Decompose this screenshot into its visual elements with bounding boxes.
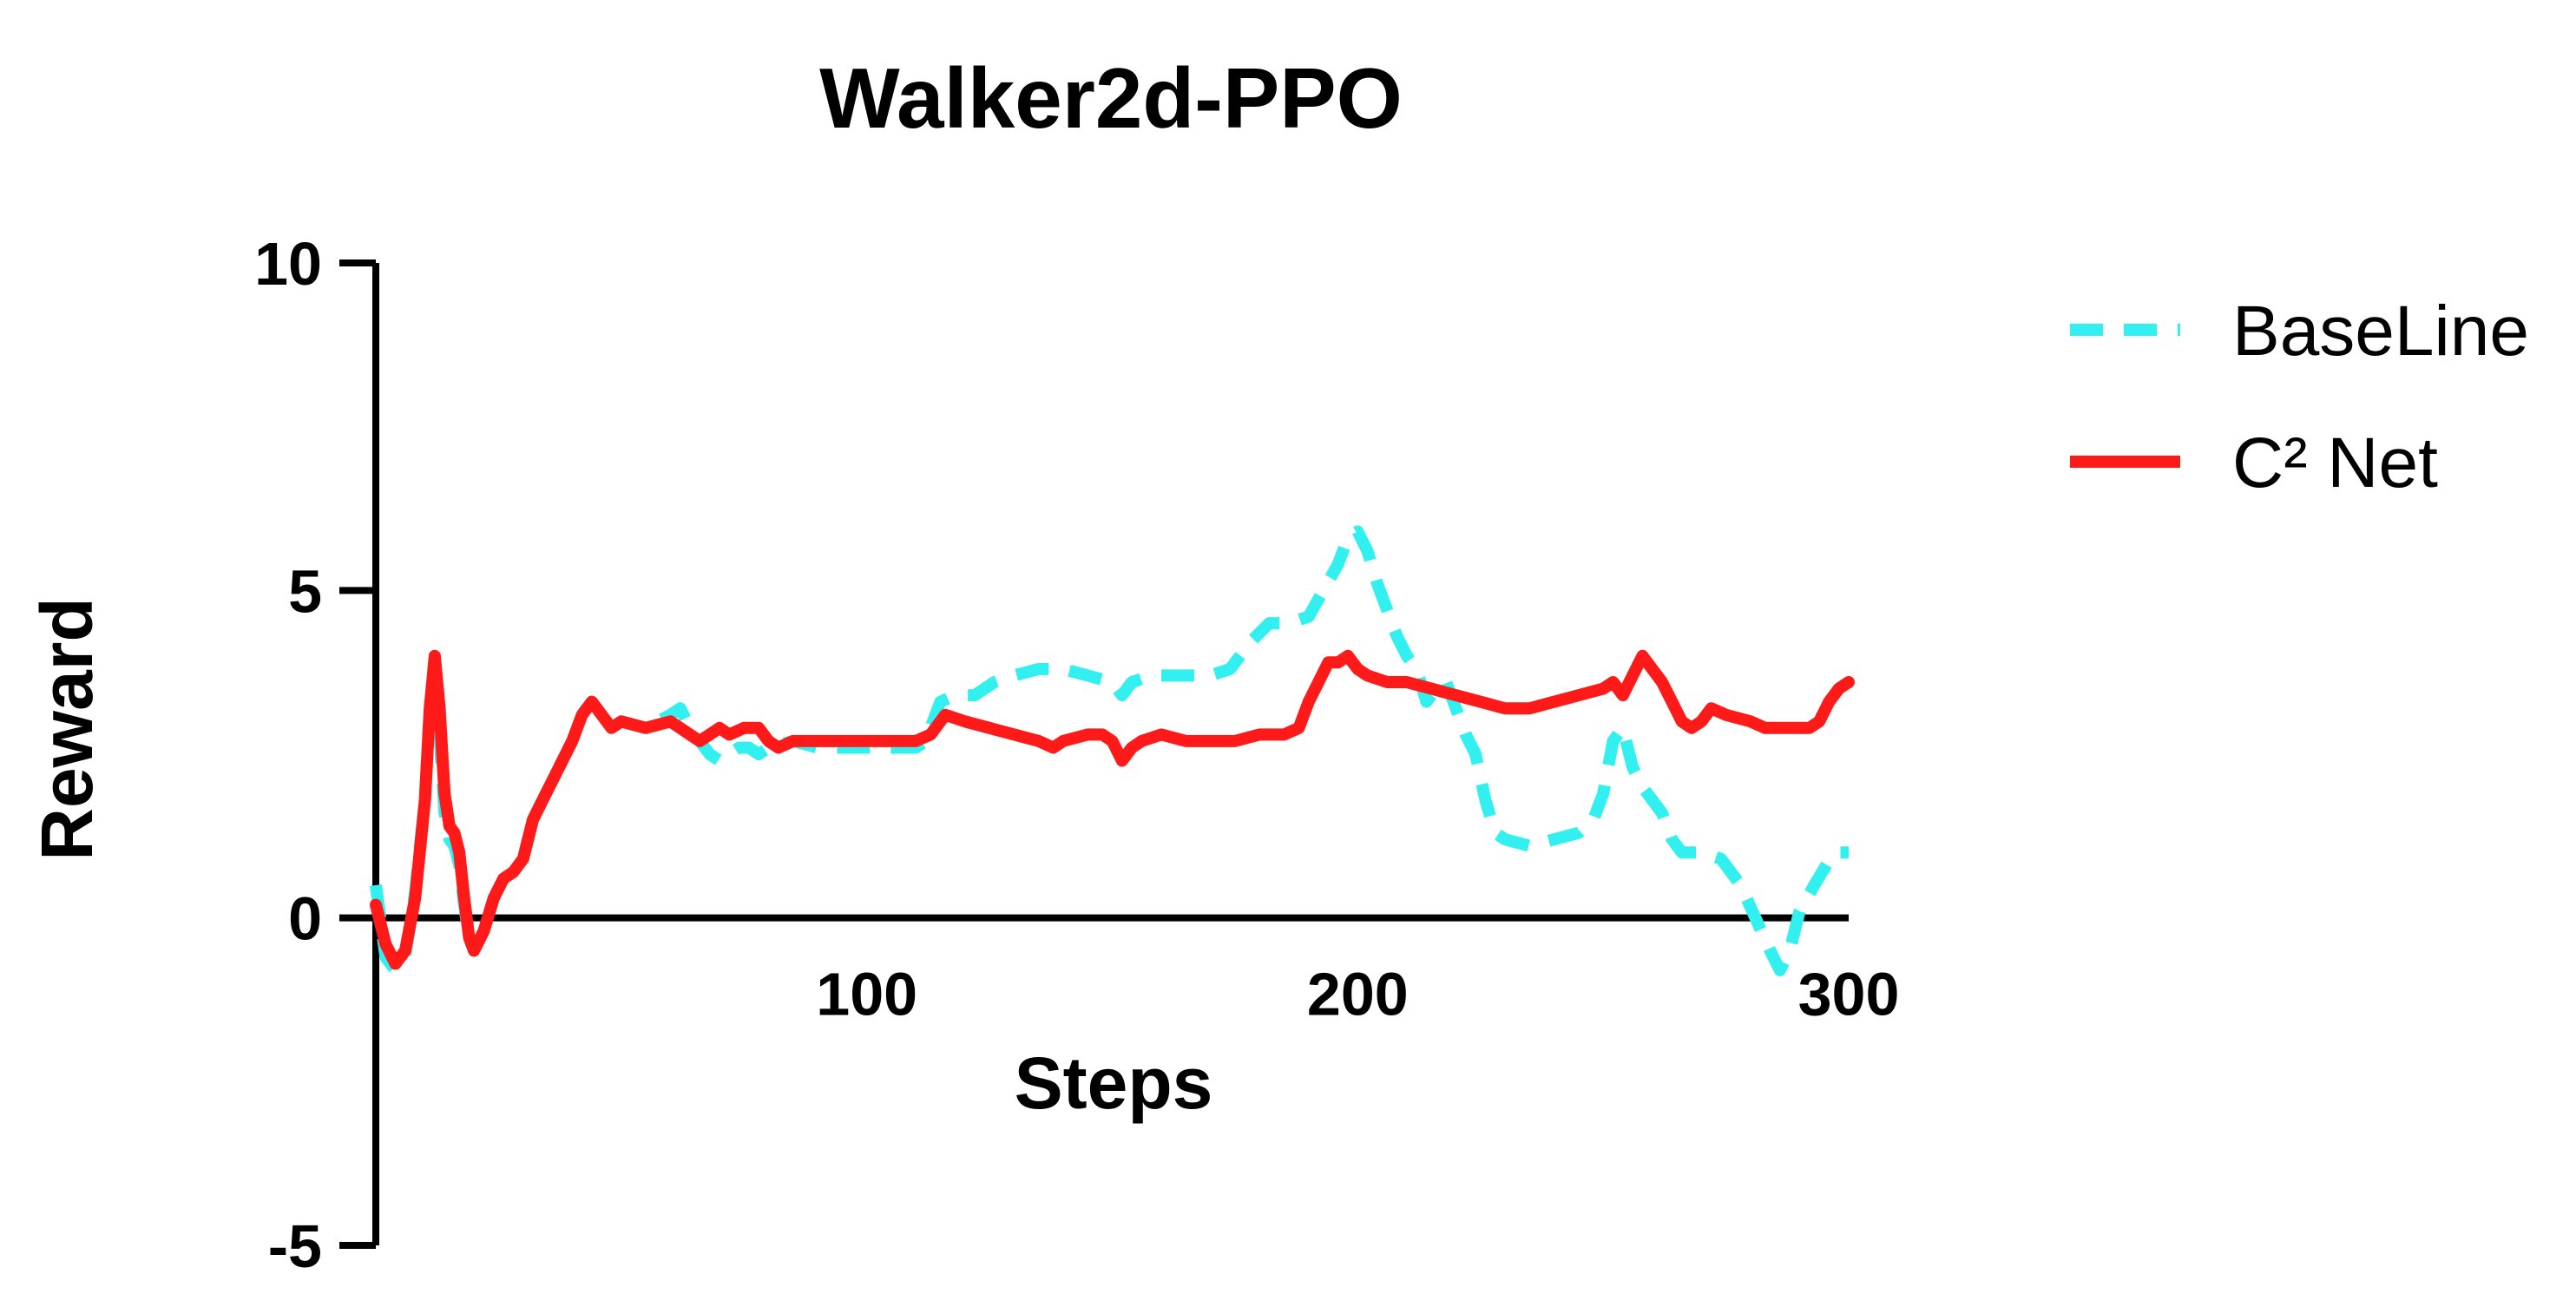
y-axis-label: Reward [26, 597, 108, 860]
y-tick-label: 0 [288, 885, 322, 953]
x-tick-label: 100 [816, 961, 917, 1028]
x-tick-label: 300 [1798, 961, 1900, 1028]
y-tick-label: 10 [254, 230, 322, 298]
chart-title: Walker2d-PPO [819, 50, 1403, 146]
legend-label: BaseLine [2232, 292, 2529, 371]
axes [339, 259, 1849, 1249]
legend: BaseLine C² Net [2070, 292, 2529, 502]
y-tick-label: -5 [268, 1212, 322, 1280]
tick-labels: -5 0 5 10 100 200 300 [254, 230, 1899, 1280]
x-axis-label: Steps [1015, 1042, 1213, 1124]
legend-label: C² Net [2232, 424, 2438, 502]
y-tick-label: 5 [288, 557, 322, 625]
plot-area [370, 525, 1855, 976]
x-tick-label: 200 [1307, 961, 1409, 1028]
series-line-c2net [370, 649, 1855, 970]
